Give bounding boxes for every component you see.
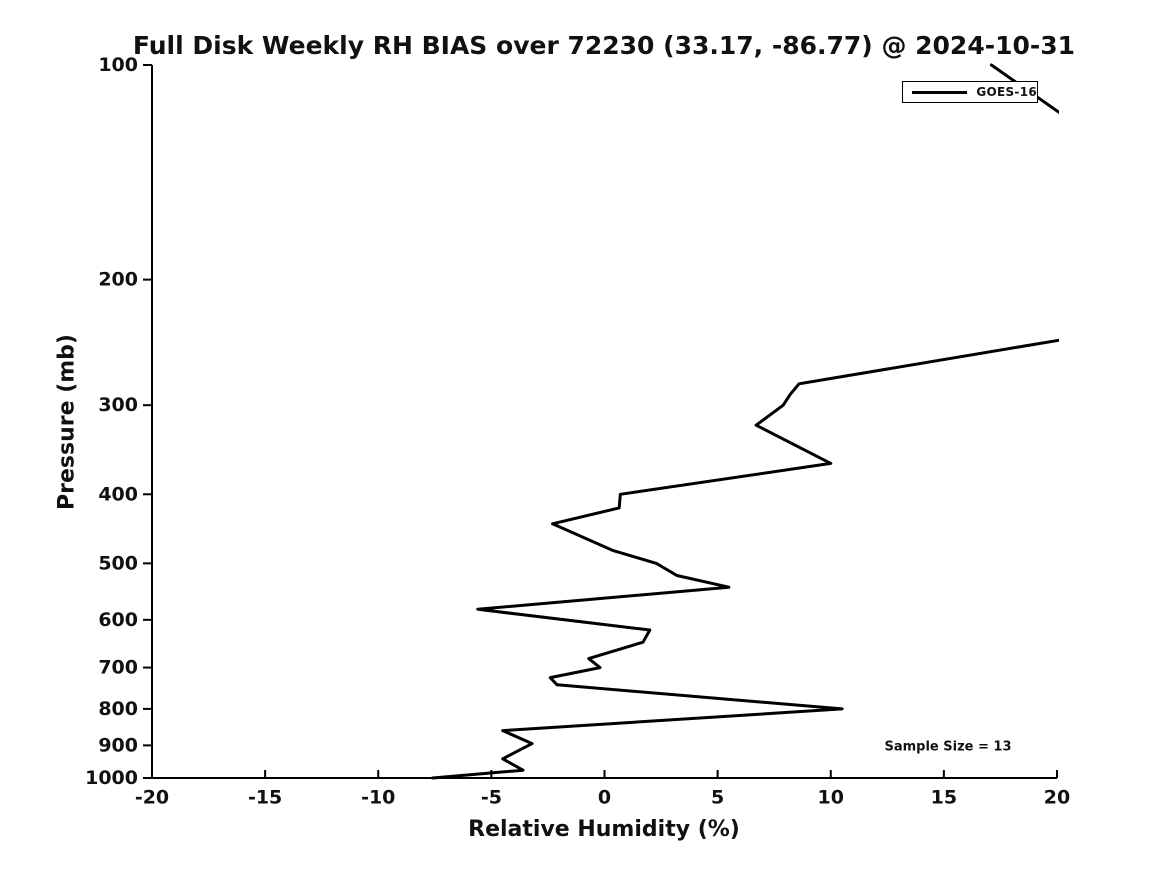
y-tick-label: 900	[98, 734, 138, 756]
y-tick-label: 1000	[85, 767, 138, 789]
y-tick-label: 500	[98, 552, 138, 574]
y-tick-label: 100	[98, 54, 138, 76]
y-tick-label: 700	[98, 657, 138, 679]
y-tick-label: 200	[98, 269, 138, 291]
y-axis-label: Pressure (mb)	[54, 334, 80, 510]
x-tick-label: 0	[598, 787, 611, 809]
y-tick-label: 300	[98, 394, 138, 416]
legend-label: GOES-16	[976, 85, 1037, 99]
legend: GOES-16	[902, 81, 1038, 103]
y-tick-label: 800	[98, 698, 138, 720]
x-tick-label: -20	[135, 787, 169, 809]
goes16-bias-line	[431, 63, 1059, 780]
sample-size-annotation: Sample Size = 13	[884, 739, 1012, 755]
x-tick-label: -10	[361, 787, 395, 809]
x-tick-label: 10	[818, 787, 844, 809]
x-axis-label: Relative Humidity (%)	[468, 817, 740, 842]
x-tick-label: -15	[248, 787, 282, 809]
chart-title: Full Disk Weekly RH BIAS over 72230 (33.…	[132, 31, 1076, 60]
x-tick-label: -5	[481, 787, 502, 809]
legend-line-sample	[912, 90, 968, 94]
x-tick-label: 5	[711, 787, 724, 809]
y-tick-label: 600	[98, 609, 138, 631]
y-tick-label: 400	[98, 483, 138, 505]
x-tick-label: 20	[1044, 787, 1070, 809]
x-tick-label: 15	[931, 787, 957, 809]
